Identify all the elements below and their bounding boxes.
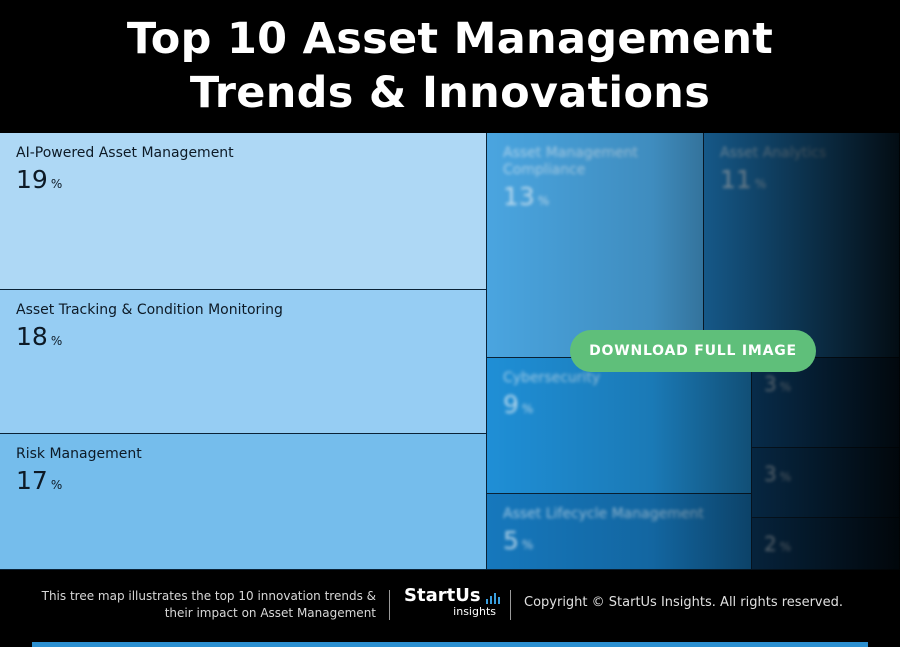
treemap-tile-value-number: 17 <box>16 466 48 495</box>
treemap-tile-value: 9% <box>503 390 735 424</box>
copyright-text: Copyright © StartUs Insights. All rights… <box>524 595 843 610</box>
treemap-tile-value-unit: % <box>754 177 767 191</box>
treemap-tile-label: AI-Powered Asset Management <box>16 145 234 161</box>
treemap-tile-value-unit: % <box>50 177 63 191</box>
footer-description-line-2: their impact on Asset Management <box>164 606 376 620</box>
treemap-tile-label: Cybersecurity <box>503 370 601 386</box>
treemap-tile: Asset Management Compliance 13% <box>487 133 704 358</box>
treemap-tile: 3% <box>752 448 900 518</box>
title-line-2: Trends & Innovations <box>189 68 711 118</box>
treemap-tile: AI-Powered Asset Management 19% <box>0 133 487 290</box>
treemap-tile-label: Asset Tracking & Condition Monitoring <box>16 302 283 318</box>
logo-bars-icon <box>486 592 500 604</box>
treemap-tile-value-unit: % <box>779 470 792 484</box>
treemap-tile-value: 3% <box>764 369 887 402</box>
treemap-tile-value: 17% <box>16 466 470 500</box>
startus-logo[interactable]: StartUs insights <box>404 586 500 626</box>
treemap-tile-value-unit: % <box>779 540 792 554</box>
treemap-tile-label: Risk Management <box>16 446 142 462</box>
treemap-tile-value-unit: % <box>50 334 63 348</box>
treemap-tile-value-unit: % <box>50 478 63 492</box>
footer-description: This tree map illustrates the top 10 inn… <box>20 588 376 622</box>
treemap-tile-label: Asset Analytics <box>720 145 827 161</box>
treemap-tile-value: 19% <box>16 165 470 199</box>
footer: This tree map illustrates the top 10 inn… <box>0 570 900 647</box>
treemap-tile-value: 3% <box>764 459 887 492</box>
header: Top 10 Asset Management Trends & Innovat… <box>0 0 900 132</box>
treemap-tile-value-number: 9 <box>503 390 519 419</box>
treemap-tile-value-number: 18 <box>16 322 48 351</box>
treemap-tile-value: 2% <box>764 529 887 562</box>
treemap-tile: Risk Management 17% <box>0 434 487 570</box>
treemap-tile-value: 13% <box>503 182 687 216</box>
treemap-tile-value-number: 11 <box>720 165 752 194</box>
treemap-tile: Asset Analytics 11% <box>704 133 900 358</box>
treemap-tile-value-unit: % <box>521 402 534 416</box>
treemap-chart: AI-Powered Asset Management 19% Asset Trac… <box>0 133 900 570</box>
logo-main-text: StartUs <box>404 585 481 606</box>
title-line-1: Top 10 Asset Management <box>126 14 774 64</box>
treemap-tile-value-unit: % <box>537 194 550 208</box>
treemap-tile-label: Asset Management Compliance <box>503 145 638 178</box>
treemap-tile-value-unit: % <box>779 380 792 394</box>
treemap-tile: Asset Lifecycle Management 5% <box>487 494 752 570</box>
treemap-tile-value: 18% <box>16 322 470 356</box>
treemap-tile-value-number: 19 <box>16 165 48 194</box>
treemap-tile-value-number: 3 <box>764 372 777 396</box>
treemap-tile-value-unit: % <box>521 538 534 552</box>
footer-divider-left <box>389 590 390 620</box>
logo-sub-text: insights <box>453 605 496 618</box>
treemap-tile-label: Asset Lifecycle Management <box>503 506 704 522</box>
footer-description-line-1: This tree map illustrates the top 10 inn… <box>41 589 376 603</box>
download-full-image-button[interactable]: DOWNLOAD FULL IMAGE <box>570 330 816 372</box>
treemap-tile: Asset Tracking & Condition Monitoring 18% <box>0 290 487 434</box>
bottom-accent-bar <box>32 642 868 647</box>
treemap-tile: 2% <box>752 518 900 570</box>
treemap-tile-value-number: 3 <box>764 462 777 486</box>
footer-divider-right <box>510 590 511 620</box>
treemap-tile-value: 5% <box>503 526 735 560</box>
treemap-tile-value-number: 5 <box>503 526 519 555</box>
treemap-tile-value-number: 13 <box>503 182 535 211</box>
treemap-tile-value: 11% <box>720 165 883 199</box>
treemap-tile: Cybersecurity 9% <box>487 358 752 494</box>
treemap-tile-value-number: 2 <box>764 532 777 556</box>
